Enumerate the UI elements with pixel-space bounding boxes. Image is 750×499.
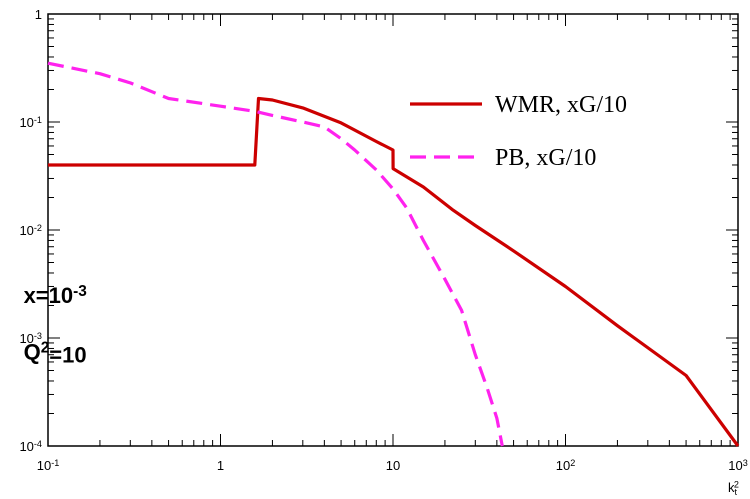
x-axis-label: kt2 bbox=[728, 479, 739, 497]
series-layer bbox=[47, 61, 740, 447]
y-tick-label: 10-1 bbox=[19, 115, 42, 130]
annotation: x=10-3 bbox=[24, 283, 87, 308]
legend-label: WMR, xG/10 bbox=[495, 92, 627, 118]
annotations: x=10-3 Q2=10 bbox=[24, 283, 87, 367]
legend: WMR, xG/10 PB, xG/10 bbox=[410, 92, 627, 171]
x-tick-label: 10-1 bbox=[37, 458, 60, 473]
axis-ticks: 10-1 1 10 102 103 1 10-1 10-2 10-3 10-4 bbox=[19, 7, 747, 473]
x-tick-label: 103 bbox=[728, 458, 748, 473]
y-tick-label: 10-4 bbox=[19, 439, 42, 454]
y-tick-label: 1 bbox=[35, 7, 42, 22]
x-tick-label: 1 bbox=[217, 458, 224, 473]
y-tick-label: 10-3 bbox=[19, 331, 42, 346]
legend-label: PB, xG/10 bbox=[495, 145, 596, 171]
series-line bbox=[47, 61, 504, 447]
y-tick-label: 10-2 bbox=[19, 223, 42, 238]
annotation: Q2=10 bbox=[24, 339, 87, 367]
series-line bbox=[48, 96, 740, 447]
plot-frame bbox=[47, 13, 739, 447]
x-tick-label: 102 bbox=[556, 458, 576, 473]
x-tick-label: 10 bbox=[386, 458, 400, 473]
